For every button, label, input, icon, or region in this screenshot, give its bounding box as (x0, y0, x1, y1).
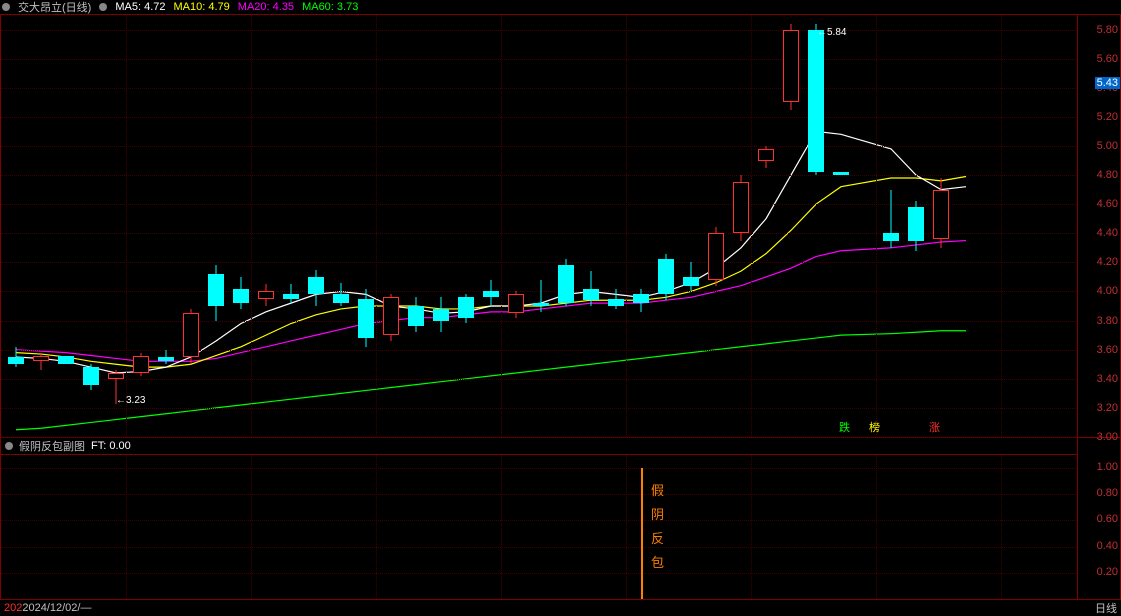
legend-zhang: 涨 (929, 419, 940, 435)
sub-y-axis: 0.20 0.40 0.60 0.80 1.00 (1078, 438, 1121, 600)
stock-chart-container: 交大昂立(日线) MA5: 4.72 MA10: 4.79 MA20: 4.35… (0, 0, 1121, 616)
candle (883, 190, 899, 248)
legend-bang: 榜 (869, 419, 880, 435)
candle (408, 297, 424, 332)
ma5-label: MA5: 4.72 (115, 1, 165, 13)
candle (58, 356, 74, 365)
top-indicator-bar: 交大昂立(日线) MA5: 4.72 MA10: 4.79 MA20: 4.35… (0, 0, 358, 14)
candle (808, 24, 824, 175)
candle (183, 309, 199, 364)
candle (158, 350, 174, 365)
sub-y-tick-label: 0.20 (1097, 566, 1118, 578)
y-tick-label: 4.80 (1097, 169, 1118, 181)
date-label: 2022024/12/02/— (4, 602, 91, 614)
stock-name-label: 交大昂立(日线) (18, 0, 91, 15)
y-tick-label: 3.60 (1097, 344, 1118, 356)
y-tick-label: 4.00 (1097, 285, 1118, 297)
candle (908, 201, 924, 250)
sub-y-tick-label: 0.40 (1097, 540, 1118, 552)
y-tick-label: 4.40 (1097, 227, 1118, 239)
candle (458, 294, 474, 323)
candle (533, 280, 549, 312)
candle (133, 353, 149, 376)
y-tick-label: 5.60 (1097, 53, 1118, 65)
current-price-tag: 5.43 (1095, 77, 1120, 89)
ma60-label: MA60: 3.73 (302, 1, 358, 13)
y-tick-label: 3.80 (1097, 315, 1118, 327)
period-label: 日线 (1095, 600, 1117, 616)
sub-indicator-bar (641, 468, 643, 599)
y-tick-label: 3.20 (1097, 402, 1118, 414)
sub-y-tick-label: 1.00 (1097, 461, 1118, 473)
candle (483, 280, 499, 306)
candle (308, 270, 324, 306)
candle (283, 284, 299, 303)
candle (83, 364, 99, 390)
candle (433, 297, 449, 332)
sub-indicator-header: 假阴反包副图 FT: 0.00 (0, 438, 1078, 454)
candle (208, 265, 224, 320)
settings-dot-icon[interactable] (2, 3, 10, 11)
candle (658, 254, 674, 301)
ma10-label: MA10: 4.79 (174, 1, 230, 13)
sub-y-tick-label: 0.80 (1097, 487, 1118, 499)
candle (8, 347, 24, 367)
candle (708, 227, 724, 285)
sub-title: 假阴反包副图 (19, 438, 85, 454)
y-tick-label: 3.40 (1097, 373, 1118, 385)
sub-indicator-panel[interactable]: 假阴反包 (0, 454, 1078, 600)
bottom-time-bar: 2022024/12/02/— 日线 (0, 600, 1121, 616)
candle (508, 291, 524, 317)
collapse-dot-icon[interactable] (99, 3, 107, 11)
candle (833, 172, 849, 175)
sub-ft-label: FT: 0.00 (91, 440, 131, 452)
candle (608, 289, 624, 309)
sub-settings-dot-icon[interactable] (5, 442, 13, 450)
candle (33, 353, 49, 370)
legend-die: 跌 (839, 419, 850, 435)
candle (233, 277, 249, 309)
low-price-annotation: ←3.23 (116, 395, 145, 406)
candle (558, 259, 574, 306)
candle (383, 294, 399, 341)
candle (333, 283, 349, 306)
y-tick-label: 5.00 (1097, 140, 1118, 152)
main-y-axis: 3.003.203.403.603.804.004.204.404.604.80… (1078, 14, 1121, 438)
y-tick-label: 5.20 (1097, 111, 1118, 123)
candle (583, 271, 599, 306)
y-tick-label: 5.80 (1097, 24, 1118, 36)
candle (258, 284, 274, 306)
candle (733, 175, 749, 240)
candle (933, 178, 949, 248)
candle (633, 289, 649, 312)
y-tick-label: 4.60 (1097, 198, 1118, 210)
candle (783, 24, 799, 110)
main-candlestick-panel[interactable]: 跌 榜 涨 ←5.84 ←3.23 (0, 14, 1078, 438)
candle (758, 146, 774, 168)
sub-y-tick-label: 0.60 (1097, 513, 1118, 525)
candle (683, 262, 699, 291)
sub-vertical-label: 假阴反包 (651, 479, 664, 575)
high-price-annotation: ←5.84 (817, 27, 846, 38)
y-tick-label: 4.20 (1097, 256, 1118, 268)
candle (358, 289, 374, 347)
ma20-label: MA20: 4.35 (238, 1, 294, 13)
